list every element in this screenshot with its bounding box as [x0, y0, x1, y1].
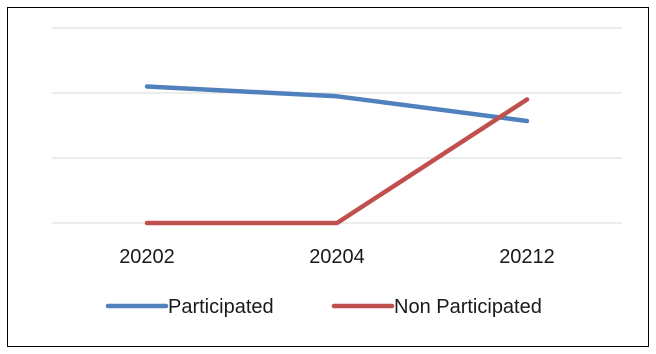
x-tick-label: 20212 — [499, 246, 555, 268]
series-line-1 — [144, 97, 530, 226]
series-line-0 — [144, 84, 530, 124]
x-tick-label: 20202 — [119, 246, 175, 268]
series-lines — [144, 84, 530, 226]
legend: Participated Non Participated — [105, 296, 542, 318]
line-chart: 20202 20204 20212 Participated Non Particip… — [52, 27, 622, 318]
chart-frame: 20202 20204 20212 Participated Non Particip… — [7, 7, 649, 347]
gridlines — [52, 27, 622, 224]
legend-label-0: Participated — [168, 296, 274, 318]
legend-label-1: Non Participated — [394, 296, 542, 318]
x-tick-label: 20204 — [309, 246, 365, 268]
x-axis-tick-labels: 20202 20204 20212 — [119, 246, 555, 268]
